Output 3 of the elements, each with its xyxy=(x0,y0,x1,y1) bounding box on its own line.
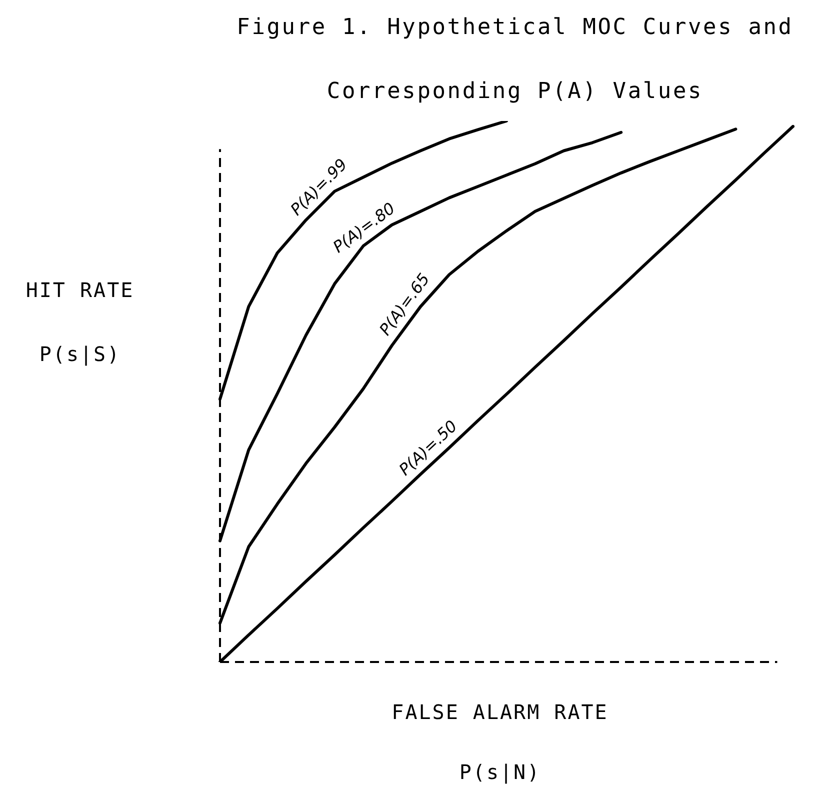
chart-title: Figure 1. Hypothetical MOC Curves and Corresponding P(A) Values xyxy=(236,15,794,104)
text: FALSE ALARM RATE P(s|N) xyxy=(392,700,608,784)
text: HIT RATE P(s|S) xyxy=(26,278,134,366)
